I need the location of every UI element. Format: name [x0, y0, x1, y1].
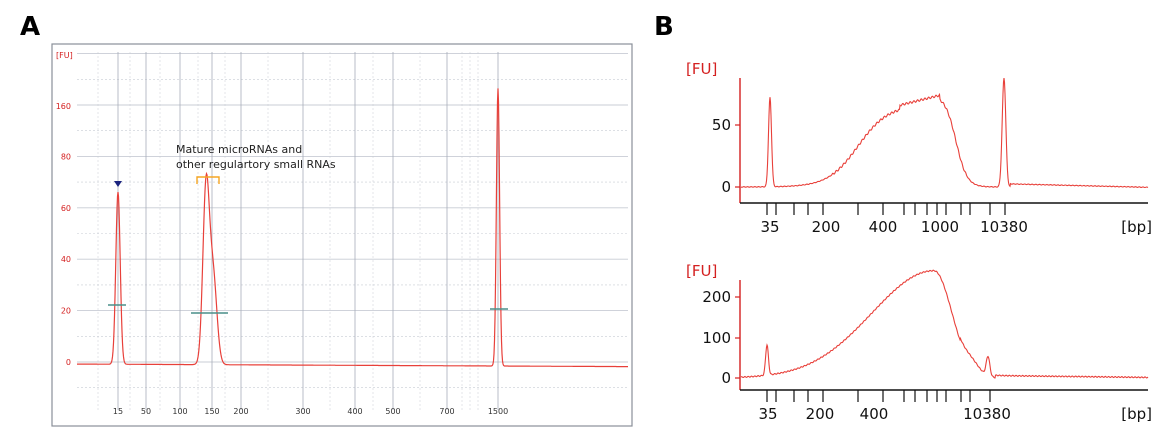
chart-a-xtick-label: 150: [204, 407, 219, 416]
panel-a-label: A: [20, 12, 41, 42]
chart-b-bottom-xtick-label: 10380: [963, 405, 1011, 423]
panel-b-label: B: [654, 12, 674, 42]
chart-a-trace: [77, 88, 628, 368]
chart-a-xtick-label: 300: [295, 407, 310, 416]
chart-a-annotation-line2: other regulartory small RNAs: [176, 158, 336, 171]
chart-a-xtick-label: 50: [141, 407, 151, 416]
chart-b-top-xtick-label: 35: [760, 218, 779, 236]
chart-a-xtick-label: 400: [347, 407, 362, 416]
chart-b-bottom-ylabel: [FU]: [686, 262, 717, 280]
chart-a-ytick-label: 0: [66, 358, 71, 367]
chart-a-xtick-label: 500: [385, 407, 400, 416]
chart-a-xtick-label: 1500: [488, 407, 508, 416]
chart-a-ytick-label: 160: [56, 102, 71, 111]
chart-b-top-ylabel: [FU]: [686, 60, 717, 78]
chart-b-top-xtick-label: 400: [869, 218, 898, 236]
chart-b-bottom-xtick-label: 35: [758, 405, 777, 423]
chart-b-bottom-xtick-label: 200: [806, 405, 835, 423]
chart-b-top-ytick-label: 50: [712, 116, 731, 134]
chart-a-plot-area: [77, 52, 628, 410]
chart-b-top-trace: [740, 78, 1149, 189]
chart-a-xtick-label: 700: [439, 407, 454, 416]
chart-b-top-xtick-label: 10380: [980, 218, 1028, 236]
chart-b-top-ytick-label: 0: [721, 178, 731, 196]
chart-b-bottom-ytick-label: 0: [721, 369, 731, 387]
chart-b-bottom-xtick-label: 400: [860, 405, 889, 423]
chart-a-ytick-label: 40: [61, 255, 71, 264]
chart-a-ytick-label: 20: [61, 307, 71, 316]
chart-a-xtick-label: 100: [172, 407, 187, 416]
chart-a-xtick-label: 200: [233, 407, 248, 416]
chart-b-bottom-trace: [740, 269, 1149, 379]
chart-b-top-xlabel: [bp]: [1121, 218, 1152, 236]
chart-a-ytick-label: 80: [61, 152, 71, 161]
chart-b-bottom-ytick-label: 200: [702, 288, 731, 306]
chart-a-ylabel: [FU]: [56, 51, 73, 60]
chart-a-annotation-line1: Mature microRNAs and: [176, 143, 302, 156]
chart-a-ytick-label: 60: [61, 204, 71, 213]
chart-b-top-xtick-label: 1000: [921, 218, 959, 236]
chart-b-bottom-ytick-label: 100: [702, 329, 731, 347]
chart-b-bottom-xlabel: [bp]: [1121, 405, 1152, 423]
chart-b-top-xtick-label: 200: [812, 218, 841, 236]
chart-a-marker-icon: [114, 181, 122, 187]
chart-a-bracket: [196, 176, 220, 184]
chart-a-xtick-label: 15: [113, 407, 123, 416]
